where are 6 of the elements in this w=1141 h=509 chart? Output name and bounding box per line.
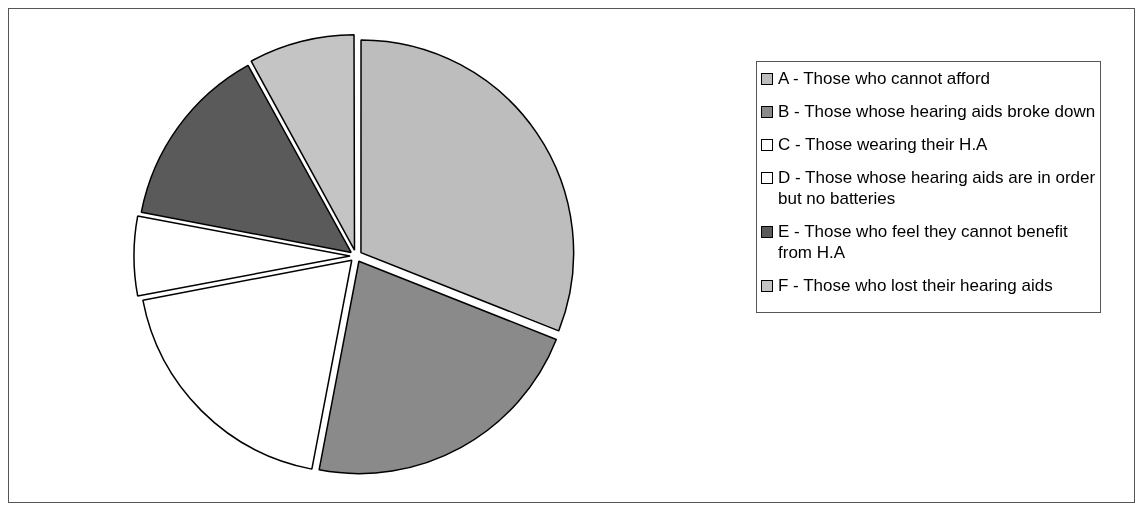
legend-label: C - Those wearing their H.A — [778, 134, 988, 155]
legend-label: D - Those whose hearing aids are in order but no batteries — [778, 167, 1096, 209]
legend-label: F - Those who lost their hearing aids — [778, 275, 1053, 296]
legend-label: E - Those who feel they cannot benefit from H.A — [778, 221, 1069, 263]
legend-label: B - Those whose hearing aids broke down — [778, 101, 1096, 122]
legend-label: A - Those who cannot afford — [778, 68, 991, 89]
